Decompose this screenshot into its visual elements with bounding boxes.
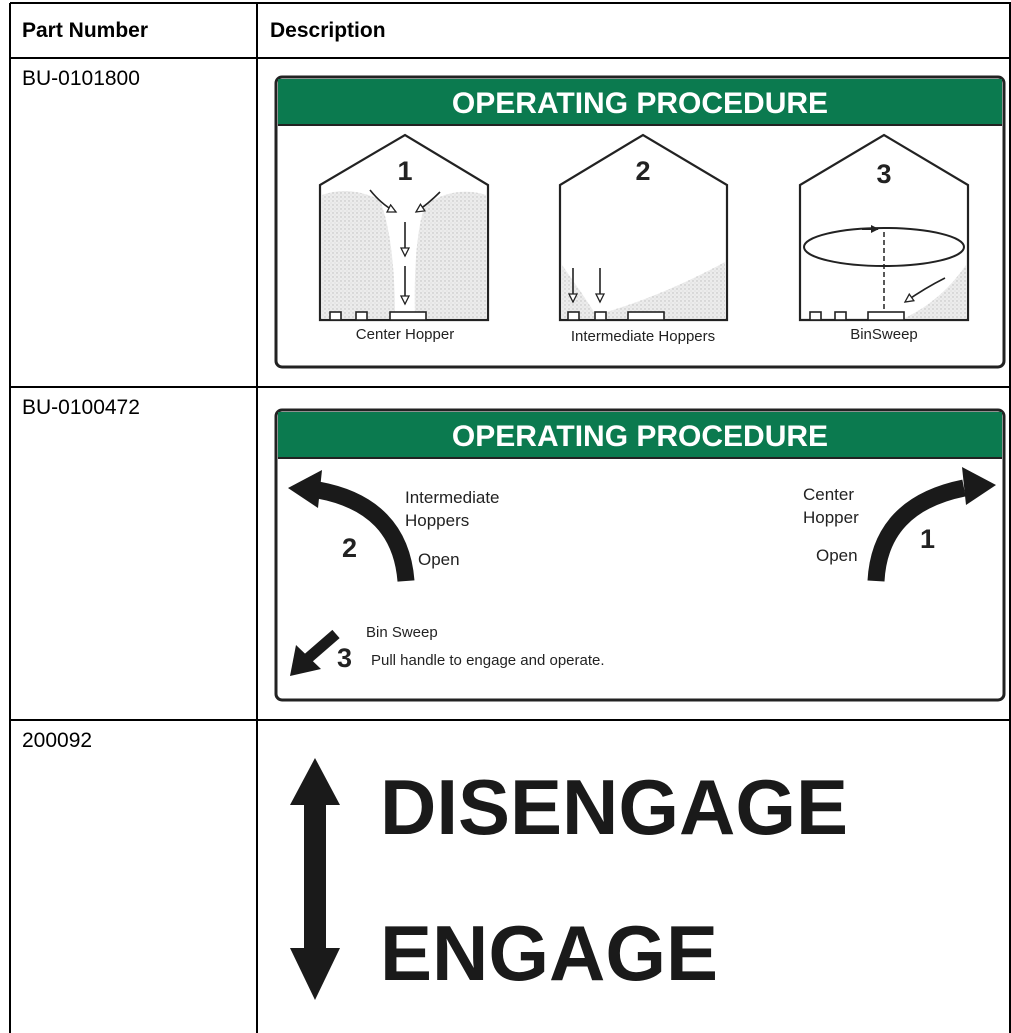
decal-title: OPERATING PROCEDURE <box>452 87 828 120</box>
step-number: 2 <box>342 533 357 563</box>
decal: OPERATING PROCEDURE 1 Center Hopper 2 In… <box>274 75 1006 369</box>
step-number: 3 <box>337 643 352 673</box>
step-action: Pull handle to engage and operate. <box>371 652 605 669</box>
part-number: BU-0100472 <box>22 396 140 419</box>
step-label: Hoppers <box>405 511 469 530</box>
step-caption: Center Hopper <box>356 326 454 343</box>
table-grid <box>9 2 1011 1033</box>
step-label: Center <box>803 485 854 504</box>
part-number: 200092 <box>22 729 92 752</box>
decal-text: ENGAGE <box>380 909 718 997</box>
decal-title: OPERATING PROCEDURE <box>452 420 828 453</box>
header-cell: Description <box>270 19 386 42</box>
decal: OPERATING PROCEDURE Intermediate Hoppers… <box>274 408 1006 702</box>
step-action: Open <box>418 550 460 569</box>
step-caption: Intermediate Hoppers <box>571 328 715 345</box>
header-cell: Part Number <box>22 19 148 42</box>
step-number: 3 <box>876 159 891 189</box>
step-action: Open <box>816 546 858 565</box>
step-number: 1 <box>397 156 412 186</box>
decal: DISENGAGE ENGAGE <box>290 758 848 1000</box>
step-caption: BinSweep <box>850 326 918 343</box>
step-number: 1 <box>920 524 935 554</box>
decal-text: DISENGAGE <box>380 763 848 851</box>
step-label: Intermediate <box>405 488 500 507</box>
part-number: BU-0101800 <box>22 67 140 90</box>
step-label: Hopper <box>803 508 859 527</box>
step-number: 2 <box>635 156 650 186</box>
step-label: Bin Sweep <box>366 624 438 641</box>
